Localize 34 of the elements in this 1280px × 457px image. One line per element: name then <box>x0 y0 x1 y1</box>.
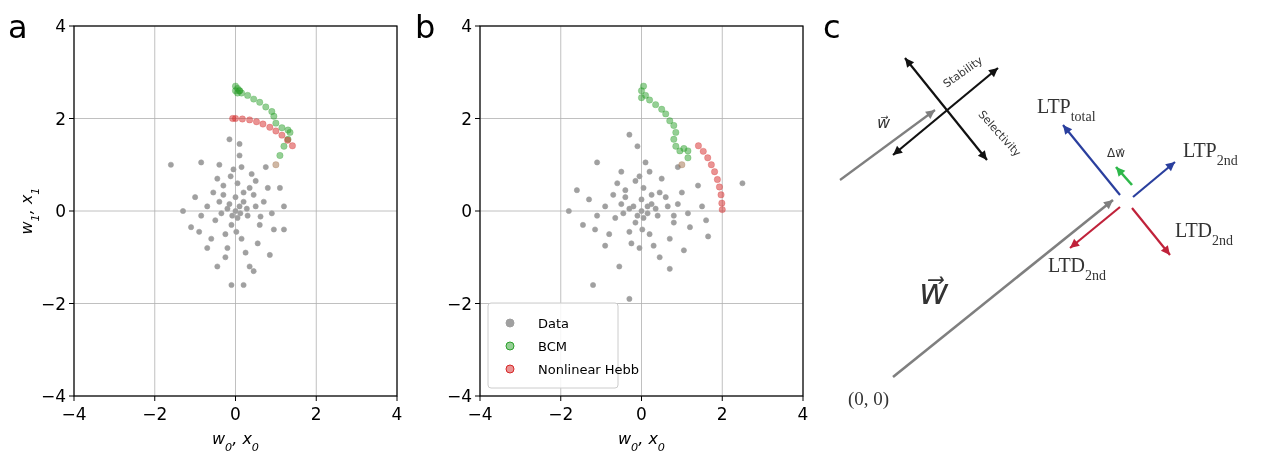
legend-label: Nonlinear Hebb <box>538 362 640 377</box>
chart-title: b <box>415 8 436 46</box>
y-tick-label: −2 <box>446 293 472 314</box>
x-axis-title: w$_{0}$, x$_{0}$ <box>618 429 665 454</box>
y-tick-label: 2 <box>55 108 66 129</box>
x-tick-label: −2 <box>548 404 574 424</box>
y-tick-label: 4 <box>461 16 472 36</box>
legend-label: Data <box>538 316 570 331</box>
y-tick-label: 0 <box>461 201 472 221</box>
text: (0, 0) <box>848 388 890 410</box>
text: w⃗ <box>919 271 949 312</box>
text: LTP$_{2nd}$ <box>1183 139 1238 168</box>
y-tick-label: −4 <box>40 386 66 406</box>
x-tick-label: −2 <box>142 404 168 424</box>
y-tick-label: 0 <box>55 201 66 221</box>
legend-label: BCM <box>538 339 567 354</box>
x-axis-title: w$_{0}$, x$_{0}$ <box>212 429 259 454</box>
x-tick-label: 2 <box>716 404 728 424</box>
x-tick-label: 4 <box>391 404 403 424</box>
y-tick-label: −4 <box>446 386 472 406</box>
y-tick-label: 4 <box>55 16 66 36</box>
x-tick-label: 0 <box>230 404 241 424</box>
text: LTD$_{2nd}$ <box>1048 254 1107 283</box>
x-tick-label: 0 <box>636 404 647 424</box>
text: w⃗ <box>877 113 891 132</box>
text: c <box>823 8 841 46</box>
y-tick-label: 2 <box>461 108 472 129</box>
x-tick-label: 2 <box>310 404 322 424</box>
text: Δw⃗ <box>1107 146 1126 160</box>
chart-title: a <box>8 8 28 46</box>
x-tick-label: 4 <box>797 404 809 424</box>
text: LTD$_{2nd}$ <box>1175 219 1234 248</box>
text: LTP$_{total}$ <box>1037 95 1096 124</box>
y-tick-label: −2 <box>40 293 66 314</box>
